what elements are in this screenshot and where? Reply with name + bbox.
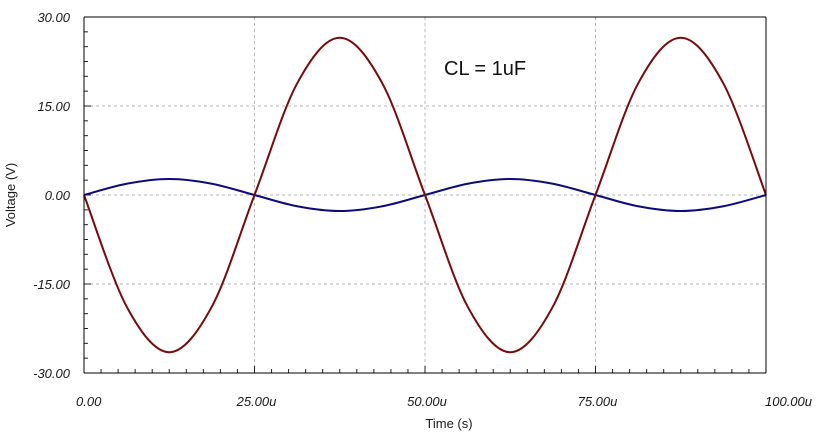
x-tick-label: 25.00u [236,394,277,409]
x-tick-label: 100.00u [765,394,812,409]
y-axis-label: Voltage (V) [3,163,18,227]
y-tick-label: -15.00 [33,277,71,292]
chart-annotation: CL = 1uF [444,58,526,80]
tick-labels: 30.00 15.00 0.00 -15.00 -30.00 0.00 25.00u 50.0… [33,10,812,409]
y-tick-label: -30.00 [33,366,71,381]
series-layer [83,36,767,354]
series-line-2 [83,36,767,354]
y-tick-label: 15.00 [37,99,70,114]
x-tick-label: 50.00u [407,394,447,409]
x-axis-label: Time (s) [425,416,472,431]
x-tick-label: 0.00 [76,394,102,409]
y-tick-label: 0.00 [45,188,71,203]
y-tick-label: 30.00 [37,10,70,25]
axes [83,16,767,374]
minor-ticks [83,16,767,374]
grid [84,17,766,373]
x-tick-label: 75.00u [578,394,618,409]
